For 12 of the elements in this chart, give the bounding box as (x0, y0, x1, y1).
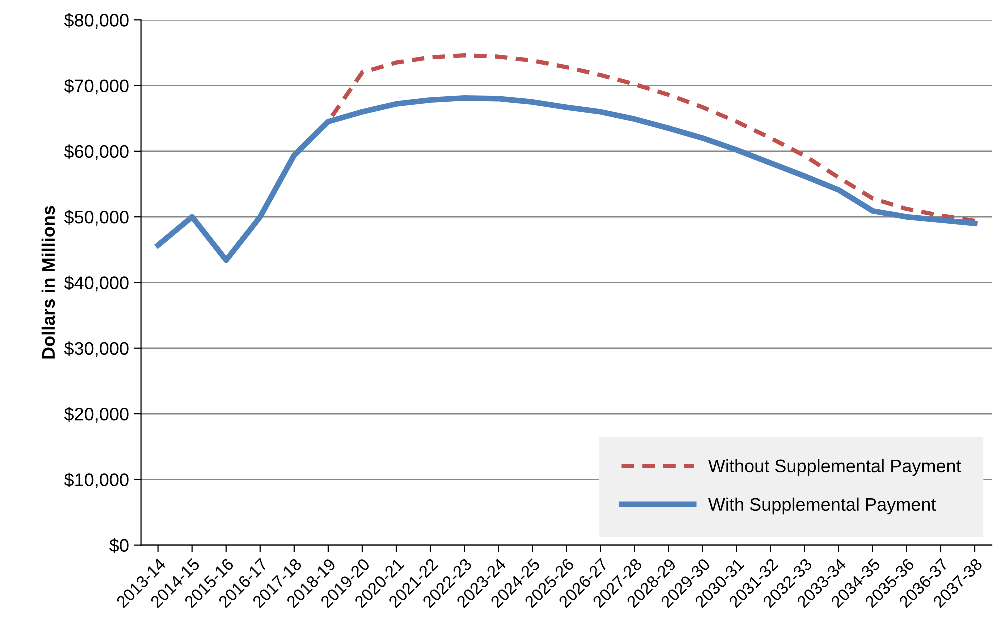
legend-label: With Supplemental Payment (708, 498, 936, 515)
y-tick-label: $10,000 (64, 472, 129, 489)
y-tick-label: $20,000 (64, 407, 129, 423)
y-tick-label: $60,000 (64, 144, 129, 160)
y-tick-label: $50,000 (64, 210, 129, 226)
y-tick-label: $40,000 (64, 276, 129, 292)
y-tick-label: $0 (110, 538, 129, 554)
legend-label: Without Supplemental Payment (708, 459, 962, 476)
y-axis-title: Dollars in Millions (42, 206, 56, 359)
y-tick-label: $30,000 (64, 342, 129, 358)
y-tick-label: $70,000 (64, 78, 129, 95)
y-tick-label: $80,000 (64, 13, 129, 29)
